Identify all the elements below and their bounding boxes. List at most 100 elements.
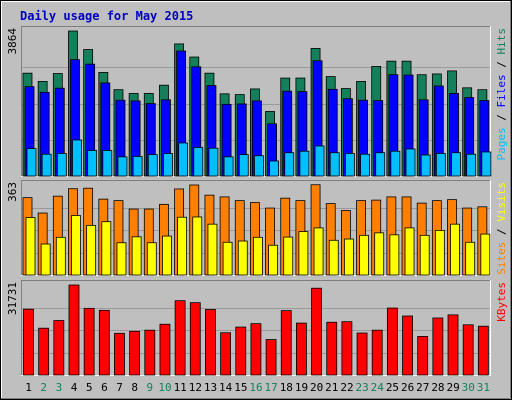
bar-kbytes xyxy=(477,325,489,376)
bar-pages xyxy=(451,152,461,177)
bar-pages xyxy=(344,153,355,177)
bar-kbytes xyxy=(174,300,186,376)
bar-pages xyxy=(163,153,173,177)
bar-pages xyxy=(314,145,325,177)
bar-kbytes xyxy=(129,330,141,376)
bar-sites xyxy=(55,236,66,276)
bar-pages xyxy=(102,150,113,177)
bar-kbytes xyxy=(38,327,50,376)
bar-pages xyxy=(360,153,370,177)
bar-sites xyxy=(237,240,248,276)
legend-sites: Sites xyxy=(495,242,508,275)
bar-kbytes xyxy=(205,309,216,376)
bar-kbytes xyxy=(114,332,125,376)
bar-kbytes xyxy=(144,329,156,376)
y-max-label: 363 xyxy=(6,182,19,202)
legend-pages: Pages xyxy=(495,127,508,160)
bar-pages xyxy=(435,153,446,177)
bar-sites xyxy=(298,231,309,276)
x-tick-label: 17 xyxy=(265,381,278,394)
bar-kbytes xyxy=(386,307,398,376)
bar-kbytes xyxy=(462,324,474,376)
bar-sites xyxy=(71,215,81,276)
legend-visits: Visits xyxy=(495,182,508,222)
x-tick-label: 12 xyxy=(189,381,202,394)
x-tick-label: 31 xyxy=(477,381,490,394)
x-tick-label: 22 xyxy=(340,381,353,394)
bar-sites xyxy=(450,223,460,276)
bar-sites xyxy=(116,242,127,276)
x-tick-label: 10 xyxy=(158,381,171,394)
bar-kbytes xyxy=(220,332,232,376)
bar-pages xyxy=(299,150,310,177)
bar-kbytes xyxy=(159,323,171,376)
bar-pages xyxy=(375,152,386,177)
x-tick-label: 24 xyxy=(371,381,385,394)
legend-files: Files xyxy=(495,74,508,107)
y-max-label: 31731 xyxy=(6,282,19,315)
bar-kbytes xyxy=(235,326,247,376)
bar-sites xyxy=(343,238,354,276)
bar-sites xyxy=(177,216,188,276)
bar-pages xyxy=(329,152,340,177)
bar-sites xyxy=(131,236,142,276)
bar-pages xyxy=(223,156,234,177)
bar-sites xyxy=(192,216,203,276)
bar-pages xyxy=(390,150,401,177)
x-tick-label: 9 xyxy=(147,381,154,394)
bar-pages xyxy=(193,147,204,177)
x-tick-label: 29 xyxy=(446,381,459,394)
x-tick-label: 2 xyxy=(40,381,47,394)
panel-middle: 363 Sites / Visits xyxy=(6,180,508,276)
bar-sites xyxy=(101,221,112,276)
bar-sites xyxy=(374,232,385,276)
x-tick-label: 18 xyxy=(280,381,293,394)
bar-sites xyxy=(328,239,339,276)
x-tick-label: 28 xyxy=(431,381,444,394)
bar-pages xyxy=(208,147,219,177)
bar-pages xyxy=(269,160,279,177)
bar-sites xyxy=(162,235,172,276)
bar-sites xyxy=(313,227,324,276)
bar-pages xyxy=(466,153,477,177)
bar-pages xyxy=(481,151,492,177)
x-tick-label: 7 xyxy=(116,381,123,394)
bar-sites xyxy=(25,217,36,276)
bar-kbytes xyxy=(53,320,65,376)
bar-sites xyxy=(283,236,294,276)
bar-sites xyxy=(434,229,445,276)
bar-pages xyxy=(26,148,37,177)
bar-kbytes xyxy=(326,321,338,376)
chart-title: Daily usage for May 2015 xyxy=(20,9,193,23)
bar-sites xyxy=(465,241,476,276)
x-tick-label: 13 xyxy=(204,381,217,394)
bar-sites xyxy=(268,244,278,276)
bar-kbytes xyxy=(371,329,383,376)
bar-kbytes xyxy=(189,302,201,376)
bar-kbytes xyxy=(447,314,459,376)
bar-kbytes xyxy=(295,322,307,376)
legend-hits: Hits xyxy=(495,28,508,55)
x-tick-label: 8 xyxy=(131,381,138,394)
panel-bottom: 31731 KBytes xyxy=(6,280,508,376)
y-max-label: 3864 xyxy=(6,28,19,55)
x-tick-label: 26 xyxy=(401,381,414,394)
bar-pages xyxy=(238,154,249,177)
bar-kbytes xyxy=(265,339,277,376)
chart-panels: 3864 Pages / Files / Hits 363 Sites / Visit… xyxy=(6,26,508,376)
x-tick-label: 21 xyxy=(325,381,338,394)
bar-sites xyxy=(86,225,97,276)
bar-sites xyxy=(222,241,233,276)
bar-kbytes xyxy=(98,309,110,376)
bar-pages xyxy=(56,153,67,177)
x-tick-label: 6 xyxy=(101,381,108,394)
bar-pages xyxy=(284,152,295,177)
bar-pages xyxy=(254,155,264,177)
bar-sites xyxy=(359,234,369,276)
bar-sites xyxy=(419,234,430,276)
bar-sites xyxy=(146,242,157,276)
bar-kbytes xyxy=(68,284,80,376)
x-tick-label: 20 xyxy=(310,381,323,394)
bar-pages xyxy=(420,154,431,177)
